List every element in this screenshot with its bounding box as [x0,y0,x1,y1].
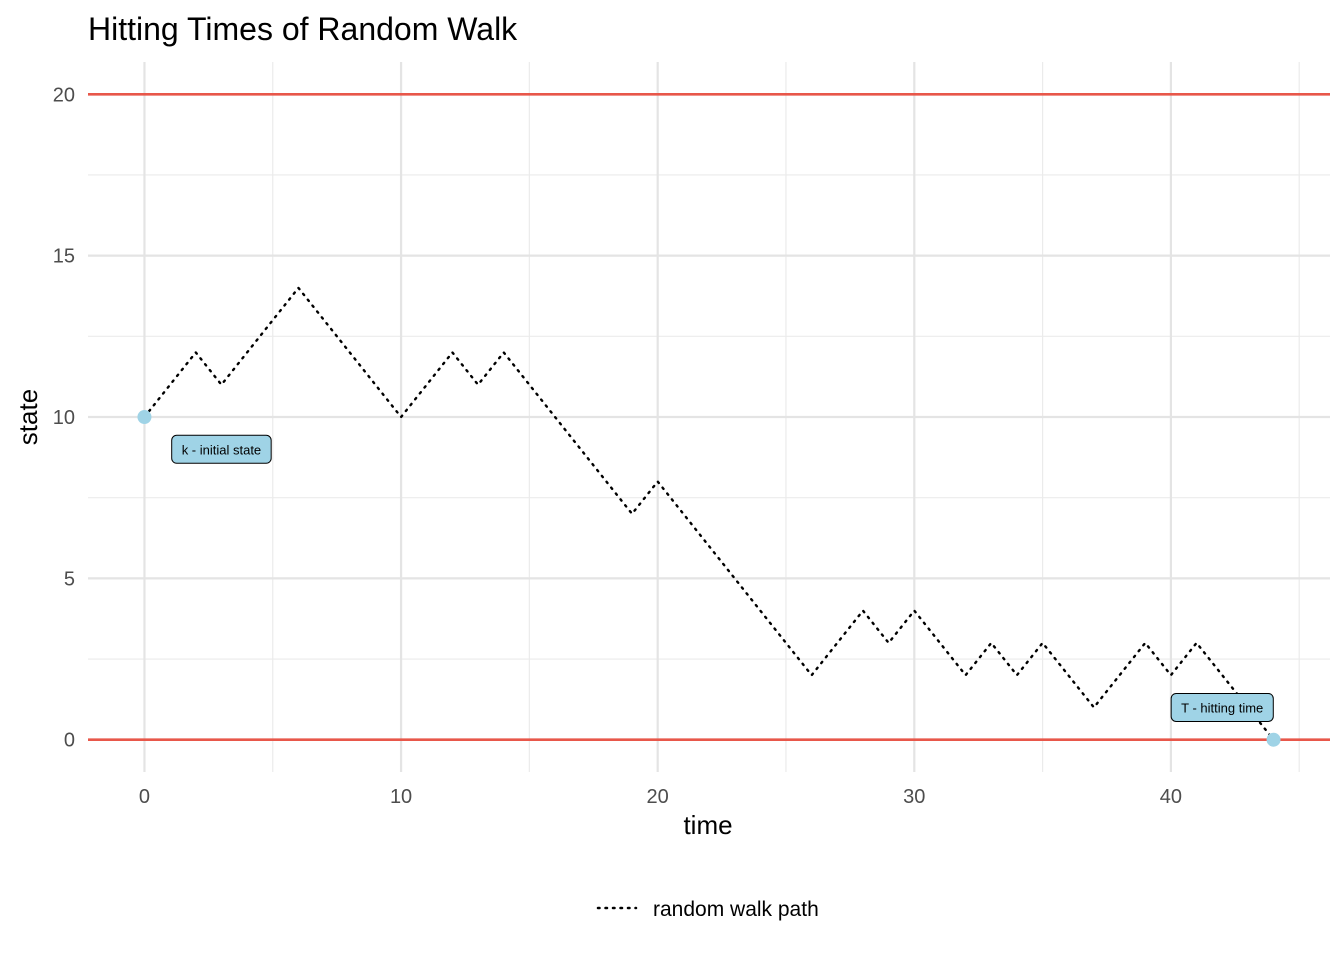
x-tick-label: 40 [1160,786,1182,808]
y-tick-label: 15 [53,246,75,268]
annotation-label: T - hitting time [1170,692,1274,722]
state-point [1266,732,1281,747]
annotation-box [171,434,272,464]
legend-label: random walk path [653,898,819,921]
annotation-text: k - initial state [182,442,261,457]
annotation-label: k - initial state [171,434,272,464]
random-walk-line [143,285,1275,741]
y-tick-label: 5 [64,568,75,590]
x-tick-label: 30 [903,786,925,808]
x-tick-label: 0 [139,786,150,808]
annotation-text: T - hitting time [1181,700,1263,715]
state-point [137,410,152,424]
grid [88,62,1330,772]
x-tick-label: 10 [390,786,412,808]
annotations: k - initial state T - hitting time [171,434,1274,722]
random-walk-layer [143,285,1275,741]
y-axis-ticks: 0 5 10 15 20 [53,84,75,751]
boundary-lines [88,92,1330,742]
x-axis-ticks: 0 10 20 30 40 [139,786,1182,808]
y-tick-label: 20 [53,84,75,106]
state-points [137,410,1281,747]
y-tick-label: 10 [53,407,75,429]
chart-title: Hitting Times of Random Walk [88,11,518,47]
annotation-box [1170,692,1274,722]
x-tick-label: 20 [647,786,669,808]
legend: random walk path [596,898,819,921]
y-tick-label: 0 [64,730,75,752]
x-axis-title: time [683,810,732,840]
y-axis-title: state [13,389,43,445]
